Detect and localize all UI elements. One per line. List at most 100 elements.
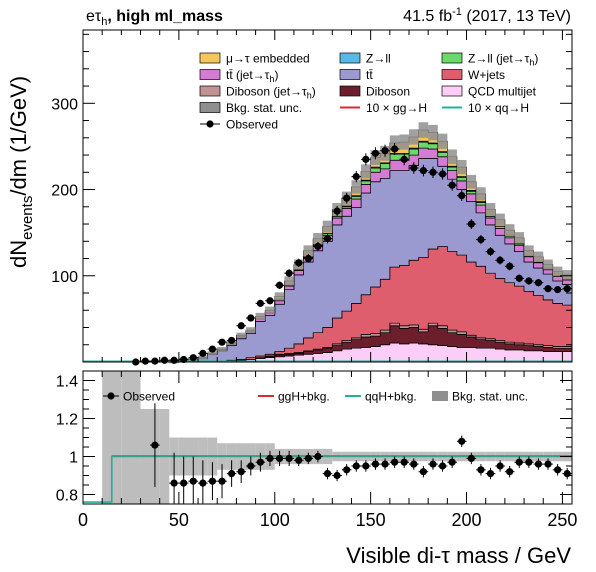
uncertainty-band (534, 252, 544, 262)
legend-label: Observed (226, 118, 278, 132)
ratio-point (228, 470, 235, 477)
ratio-point (190, 478, 197, 485)
observed-point (477, 236, 484, 243)
ratio-point (554, 466, 561, 473)
ratio-y-tick-label: 1 (69, 450, 78, 467)
uncertainty-band (246, 327, 256, 333)
uncertainty-band (217, 347, 227, 351)
ratio-point (372, 461, 379, 468)
legend-label: QCD multijet (468, 85, 537, 99)
observed-point (410, 164, 417, 171)
ratio-point (362, 462, 369, 469)
observed-point (199, 350, 206, 357)
uncertainty-band (399, 135, 409, 150)
uncertainty-band (553, 267, 563, 277)
ratio-point (506, 468, 513, 475)
observed-point (161, 357, 168, 364)
legend-swatch (200, 103, 220, 113)
observed-point (525, 277, 532, 284)
ratio-point (209, 478, 216, 485)
ratio-point (420, 468, 427, 475)
uncertainty-band (265, 307, 275, 314)
ratio-point (410, 461, 417, 468)
observed-point (544, 285, 551, 292)
observed-point (372, 150, 379, 157)
ratio-point (276, 455, 283, 462)
legend-swatch (200, 70, 220, 80)
x-tick-label: 50 (169, 510, 189, 530)
ratio-legend-swatch (432, 391, 448, 401)
uncertainty-band (495, 214, 505, 226)
observed-point (535, 279, 542, 286)
observed-point (305, 255, 312, 262)
ratio-point (266, 455, 273, 462)
observed-point (247, 314, 254, 321)
x-tick-label: 150 (356, 510, 386, 530)
uncertainty-band (236, 333, 246, 338)
main-legend: μ→τ embedded Z→ll Z→ll (jet→τh) tt̄ (jet→τh… (200, 52, 538, 132)
ratio-y-tick-label: 1.2 (56, 412, 78, 429)
observed-point (209, 345, 216, 352)
uncertainty-band (323, 221, 333, 233)
uncertainty-band (256, 313, 266, 320)
observed-point (381, 147, 388, 154)
ratio-point (544, 461, 551, 468)
observed-point (286, 270, 293, 277)
observed-point (391, 145, 398, 152)
ratio-point (324, 470, 331, 477)
observed-point (151, 358, 158, 365)
observed-point (353, 173, 360, 180)
ratio-point (295, 457, 302, 464)
ratio-point (429, 461, 436, 468)
observed-point (295, 259, 302, 266)
legend-swatch (442, 70, 462, 80)
ratio-point (257, 459, 264, 466)
uncertainty-band (428, 125, 438, 140)
ratio-legend-label: qqH+bkg. (365, 390, 417, 404)
uncertainty-band (447, 149, 457, 164)
legend-label: Diboson (jet→τh) (226, 85, 316, 101)
uncertainty-band (409, 129, 419, 144)
observed-point (458, 192, 465, 199)
legend-label: 10 × qq→H (468, 101, 529, 115)
observed-point (449, 182, 456, 189)
y-tick-label: 100 (51, 269, 78, 286)
legend-label: Diboson (366, 85, 410, 99)
legend-label: tt̄ (366, 68, 373, 82)
x-tick-label: 200 (452, 510, 482, 530)
ratio-y-tick-label: 0.8 (56, 488, 78, 505)
ratio-point (305, 455, 312, 462)
y-tick-label: 200 (51, 183, 78, 200)
uncertainty-band (543, 260, 553, 270)
ratio-point (496, 462, 503, 469)
observed-point (314, 243, 321, 250)
legend-swatch (340, 86, 360, 96)
uncertainty-band (514, 232, 524, 243)
ratio-plot: 0.8 1 1.2 1.4 0 50 100 150 200 250 Observed ggH+b… (56, 371, 578, 530)
y-axis-label: dNevents/dm (1/GeV) (6, 76, 36, 268)
observed-point (429, 169, 436, 176)
legend-swatch (200, 53, 220, 63)
legend-label: Z→ll (366, 52, 391, 66)
observed-point (218, 339, 225, 346)
observed-point (238, 322, 245, 329)
uncertainty-band (361, 164, 371, 178)
observed-point (362, 156, 369, 163)
uncertainty-band (457, 160, 467, 174)
ratio-point (353, 462, 360, 469)
uncertainty-band (438, 134, 448, 149)
ratio-legend-label: ggH+bkg. (278, 390, 330, 404)
ratio-point (564, 470, 571, 477)
observed-point (516, 275, 523, 282)
ratio-point (535, 461, 542, 468)
observed-point (564, 285, 571, 292)
uncertainty-band (467, 175, 477, 189)
ratio-legend-label: Bkg. stat. unc. (452, 390, 528, 404)
ratio-point (468, 455, 475, 462)
ratio-point (439, 462, 446, 469)
uncertainty-band (505, 224, 515, 236)
ratio-point (343, 466, 350, 473)
legend-swatch (200, 86, 220, 96)
ratio-point (487, 470, 494, 477)
